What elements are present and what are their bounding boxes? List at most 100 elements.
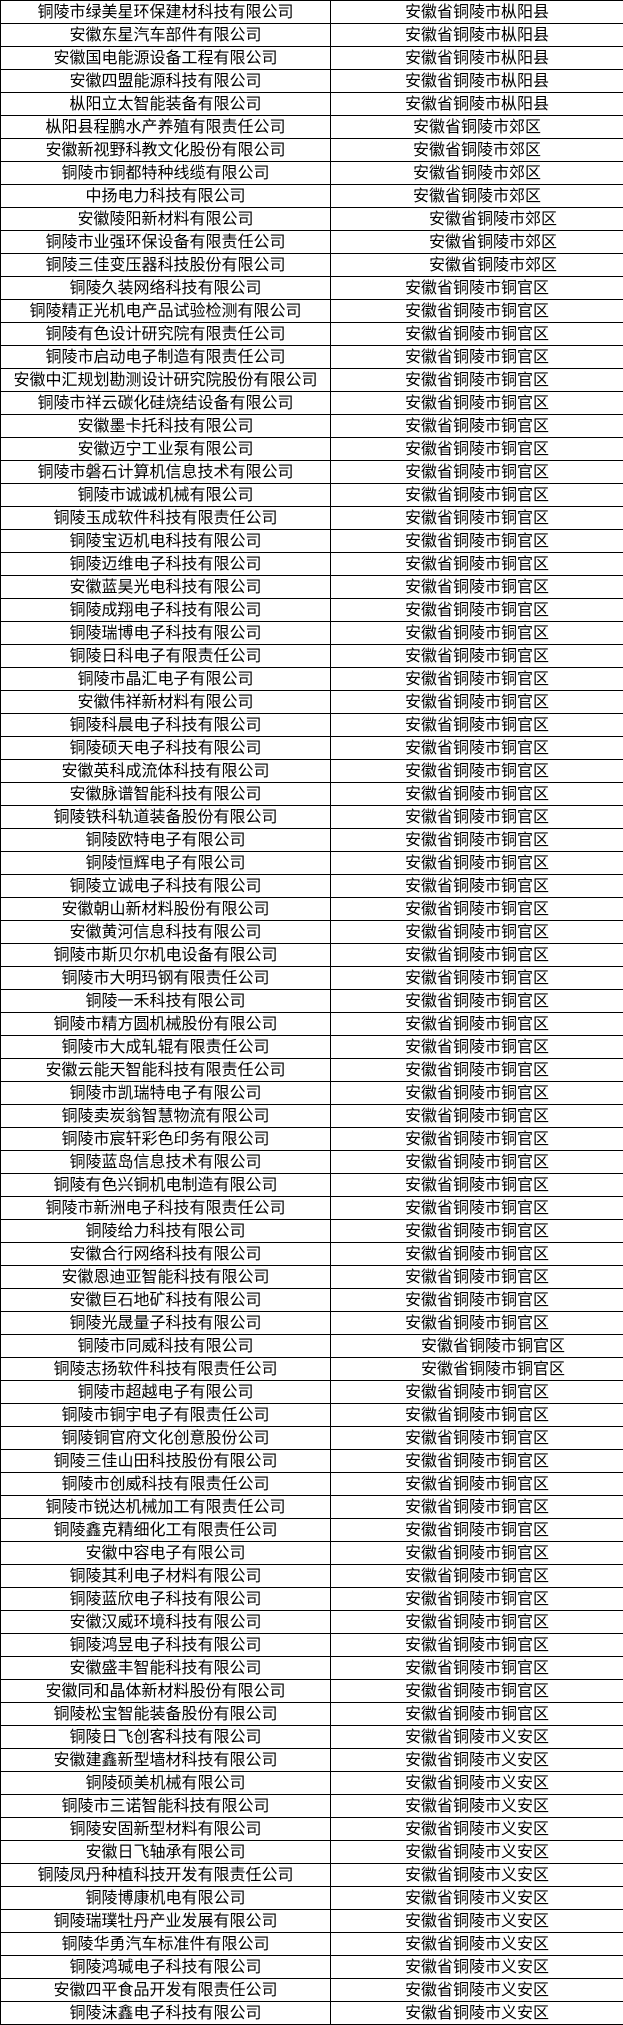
table-row: 铜陵鸿昱电子科技有限公司 安徽省铜陵市铜官区 bbox=[0, 1633, 623, 1657]
company-name-cell: 铜陵市凯瑞特电子有限公司 bbox=[0, 1081, 331, 1105]
company-name-cell: 铜陵日科电子有限责任公司 bbox=[0, 644, 331, 668]
table-row: 安徽日飞轴承有限公司 安徽省铜陵市义安区 bbox=[0, 1840, 623, 1864]
table-row: 铜陵鸿瑊电子科技有限公司 安徽省铜陵市义安区 bbox=[0, 1955, 623, 1979]
location-cell: 安徽省铜陵市铜官区 bbox=[330, 552, 623, 576]
location-cell: 安徽省铜陵市铜官区 bbox=[330, 1196, 623, 1220]
table-row: 铜陵有色兴铜机电制造有限公司 安徽省铜陵市铜官区 bbox=[0, 1173, 623, 1197]
company-name-cell: 安徽墨卡托科技有限公司 bbox=[0, 414, 331, 438]
table-row: 铜陵欧特电子有限公司 安徽省铜陵市铜官区 bbox=[0, 828, 623, 852]
table-row: 铜陵恒辉电子有限公司 安徽省铜陵市铜官区 bbox=[0, 851, 623, 875]
table-row: 铜陵市精方圆机械股份有限公司 安徽省铜陵市铜官区 bbox=[0, 1012, 623, 1036]
location-cell: 安徽省铜陵市枞阳县 bbox=[330, 0, 623, 24]
company-name-cell: 铜陵其利电子材料有限公司 bbox=[0, 1564, 331, 1588]
location-cell: 安徽省铜陵市铜官区 bbox=[330, 1449, 623, 1473]
location-cell: 安徽省铜陵市铜官区 bbox=[330, 1104, 623, 1128]
table-row: 铜陵市创威科技有限责任公司 安徽省铜陵市铜官区 bbox=[0, 1472, 623, 1496]
table-row: 铜陵市锐达机械加工有限责任公司 安徽省铜陵市铜官区 bbox=[0, 1495, 623, 1519]
table-row: 安徽巨石地矿科技有限公司 安徽省铜陵市铜官区 bbox=[0, 1288, 623, 1312]
table-row: 铜陵三佳山田科技股份有限公司 安徽省铜陵市铜官区 bbox=[0, 1449, 623, 1473]
table-row: 铜陵市祥云碳化硅烧结设备有限公司 安徽省铜陵市铜官区 bbox=[0, 391, 623, 415]
table-row: 枞阳县程鹏水产养殖有限责任公司 安徽省铜陵市郊区 bbox=[0, 115, 623, 139]
location-cell: 安徽省铜陵市铜官区 bbox=[330, 759, 623, 783]
table-row: 铜陵玉成软件科技有限责任公司 安徽省铜陵市铜官区 bbox=[0, 506, 623, 530]
location-cell: 安徽省铜陵市铜官区 bbox=[330, 874, 623, 898]
company-name-cell: 中扬电力科技有限公司 bbox=[0, 184, 331, 208]
table-row: 铜陵市超越电子有限公司 安徽省铜陵市铜官区 bbox=[0, 1380, 623, 1404]
table-row: 安徽迈宁工业泵有限公司 安徽省铜陵市铜官区 bbox=[0, 437, 623, 461]
table-row: 铜陵日科电子有限责任公司 安徽省铜陵市铜官区 bbox=[0, 644, 623, 668]
table-row: 安徽云能天智能科技有限责任公司 安徽省铜陵市铜官区 bbox=[0, 1058, 623, 1082]
company-name-cell: 安徽汉威环境科技有限公司 bbox=[0, 1610, 331, 1634]
table-row: 安徽四盟能源科技有限公司 安徽省铜陵市枞阳县 bbox=[0, 69, 623, 93]
company-name-cell: 铜陵市业强环保设备有限责任公司 bbox=[0, 230, 331, 254]
table-row: 铜陵蓝岛信息技术有限公司 安徽省铜陵市铜官区 bbox=[0, 1150, 623, 1174]
company-name-cell: 安徽中汇规划勘测设计研究院股份有限公司 bbox=[0, 368, 331, 392]
location-cell: 安徽省铜陵市铜官区 bbox=[330, 1472, 623, 1496]
company-name-cell: 铜陵玉成软件科技有限责任公司 bbox=[0, 506, 331, 530]
company-name-cell: 铜陵有色兴铜机电制造有限公司 bbox=[0, 1173, 331, 1197]
company-name-cell: 铜陵松宝智能装备股份有限公司 bbox=[0, 1702, 331, 1726]
company-name-cell: 安徽合行网络科技有限公司 bbox=[0, 1242, 331, 1266]
company-name-cell: 铜陵市精方圆机械股份有限公司 bbox=[0, 1012, 331, 1036]
location-cell: 安徽省铜陵市枞阳县 bbox=[330, 23, 623, 47]
table-row: 铜陵硕天电子科技有限公司 安徽省铜陵市铜官区 bbox=[0, 736, 623, 760]
company-name-cell: 铜陵瑞璞牡丹产业发展有限公司 bbox=[0, 1909, 331, 1933]
table-row: 铜陵科晨电子科技有限公司 安徽省铜陵市铜官区 bbox=[0, 713, 623, 737]
company-name-cell: 铜陵市祥云碳化硅烧结设备有限公司 bbox=[0, 391, 331, 415]
company-name-cell: 铜陵市诚诚机械有限公司 bbox=[0, 483, 331, 507]
location-cell: 安徽省铜陵市铜官区 bbox=[330, 1656, 623, 1680]
table-row: 铜陵市业强环保设备有限责任公司 安徽省铜陵市郊区 bbox=[0, 230, 623, 254]
table-row: 铜陵铜官府文化创意股份公司 安徽省铜陵市铜官区 bbox=[0, 1426, 623, 1450]
location-cell: 安徽省铜陵市铜官区 bbox=[330, 667, 623, 691]
table-row: 铜陵市宸轩彩色印务有限公司 安徽省铜陵市铜官区 bbox=[0, 1127, 623, 1151]
location-cell: 安徽省铜陵市铜官区 bbox=[330, 1334, 623, 1358]
table-row: 安徽中汇规划勘测设计研究院股份有限公司 安徽省铜陵市铜官区 bbox=[0, 368, 623, 392]
location-cell: 安徽省铜陵市铜官区 bbox=[330, 506, 623, 530]
company-name-cell: 铜陵市三诺智能科技有限公司 bbox=[0, 1794, 331, 1818]
table-row: 铜陵鑫克精细化工有限责任公司 安徽省铜陵市铜官区 bbox=[0, 1518, 623, 1542]
location-cell: 安徽省铜陵市铜官区 bbox=[330, 1265, 623, 1289]
location-cell: 安徽省铜陵市铜官区 bbox=[330, 1357, 623, 1381]
company-name-cell: 铜陵宝迈机电科技有限公司 bbox=[0, 529, 331, 553]
table-row: 铜陵瑞博电子科技有限公司 安徽省铜陵市铜官区 bbox=[0, 621, 623, 645]
company-name-cell: 铜陵硕美机械有限公司 bbox=[0, 1771, 331, 1795]
company-name-cell: 安徽恩迪亚智能科技有限公司 bbox=[0, 1265, 331, 1289]
company-name-cell: 安徽云能天智能科技有限责任公司 bbox=[0, 1058, 331, 1082]
company-name-cell: 铜陵市晶汇电子有限公司 bbox=[0, 667, 331, 691]
table-row: 铜陵光晟量子科技有限公司 安徽省铜陵市铜官区 bbox=[0, 1311, 623, 1335]
table-row: 铜陵有色设计研究院有限责任公司 安徽省铜陵市铜官区 bbox=[0, 322, 623, 346]
company-name-cell: 安徽黄河信息科技有限公司 bbox=[0, 920, 331, 944]
company-name-cell: 铜陵市启动电子制造有限责任公司 bbox=[0, 345, 331, 369]
company-name-cell: 安徽中容电子有限公司 bbox=[0, 1541, 331, 1565]
location-cell: 安徽省铜陵市铜官区 bbox=[330, 920, 623, 944]
company-name-cell: 安徽脉谱智能科技有限公司 bbox=[0, 782, 331, 806]
company-name-cell: 安徽伟祥新材料有限公司 bbox=[0, 690, 331, 714]
company-name-cell: 铜陵瑞博电子科技有限公司 bbox=[0, 621, 331, 645]
table-row: 安徽脉谱智能科技有限公司 安徽省铜陵市铜官区 bbox=[0, 782, 623, 806]
location-cell: 安徽省铜陵市铜官区 bbox=[330, 276, 623, 300]
company-name-cell: 安徽建鑫新型墙材科技有限公司 bbox=[0, 1748, 331, 1772]
company-name-cell: 铜陵蓝岛信息技术有限公司 bbox=[0, 1150, 331, 1174]
company-name-cell: 安徽日飞轴承有限公司 bbox=[0, 1840, 331, 1864]
location-cell: 安徽省铜陵市郊区 bbox=[330, 115, 623, 139]
company-name-cell: 铜陵凤丹种植科技开发有限责任公司 bbox=[0, 1863, 331, 1887]
location-cell: 安徽省铜陵市铜官区 bbox=[330, 736, 623, 760]
company-name-cell: 铜陵光晟量子科技有限公司 bbox=[0, 1311, 331, 1335]
location-cell: 安徽省铜陵市铜官区 bbox=[330, 1679, 623, 1703]
table-row: 安徽黄河信息科技有限公司 安徽省铜陵市铜官区 bbox=[0, 920, 623, 944]
table-row: 安徽英科成流体科技有限公司 安徽省铜陵市铜官区 bbox=[0, 759, 623, 783]
company-name-cell: 铜陵给力科技有限公司 bbox=[0, 1219, 331, 1243]
table-row: 铜陵其利电子材料有限公司 安徽省铜陵市铜官区 bbox=[0, 1564, 623, 1588]
company-name-cell: 铜陵鑫克精细化工有限责任公司 bbox=[0, 1518, 331, 1542]
location-cell: 安徽省铜陵市铜官区 bbox=[330, 1564, 623, 1588]
company-name-cell: 铜陵市铜宇电子有限责任公司 bbox=[0, 1403, 331, 1427]
company-name-cell: 安徽新视野科教文化股份有限公司 bbox=[0, 138, 331, 162]
location-cell: 安徽省铜陵市铜官区 bbox=[330, 368, 623, 392]
table-row: 铜陵市新洲电子科技有限责任公司 安徽省铜陵市铜官区 bbox=[0, 1196, 623, 1220]
table-row: 铜陵凤丹种植科技开发有限责任公司 安徽省铜陵市义安区 bbox=[0, 1863, 623, 1887]
location-cell: 安徽省铜陵市枞阳县 bbox=[330, 69, 623, 93]
table-row: 安徽伟祥新材料有限公司 安徽省铜陵市铜官区 bbox=[0, 690, 623, 714]
location-cell: 安徽省铜陵市铜官区 bbox=[330, 828, 623, 852]
company-name-cell: 铜陵三佳山田科技股份有限公司 bbox=[0, 1449, 331, 1473]
